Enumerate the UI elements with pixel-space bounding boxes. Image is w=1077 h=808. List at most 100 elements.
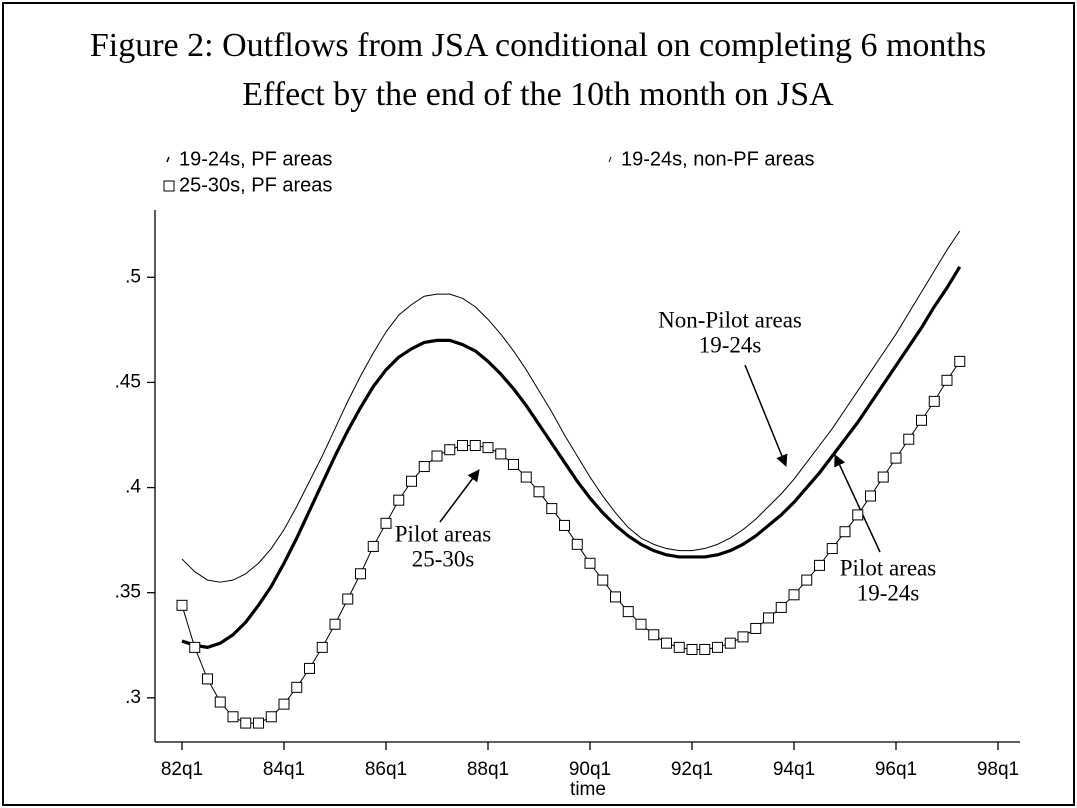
point-marker — [801, 574, 813, 586]
point-marker — [291, 681, 303, 693]
x-tick-label: 84q1 — [263, 759, 305, 780]
point-marker — [304, 662, 315, 674]
point-marker — [941, 374, 953, 386]
x-axis-label: time — [570, 779, 606, 800]
x-tick-label: 96q1 — [875, 759, 917, 780]
point-marker — [367, 540, 379, 552]
point-marker — [928, 395, 940, 407]
point-marker — [355, 568, 366, 580]
point-marker — [724, 637, 736, 649]
x-tick-label: 98q1 — [977, 759, 1019, 780]
point-marker — [469, 440, 481, 452]
point-marker — [214, 696, 226, 708]
point-marker — [814, 559, 825, 571]
x-tick-label: 90q1 — [569, 759, 611, 780]
point-marker — [610, 591, 621, 603]
point-marker — [571, 538, 583, 550]
legend-label: 19-24s, non-PF areas — [621, 148, 814, 170]
point-marker — [597, 574, 609, 586]
series-line — [181, 230, 961, 583]
point-marker — [686, 643, 698, 655]
annotation: Non-Pilot areas — [658, 307, 802, 332]
point-marker — [533, 486, 545, 498]
point-marker — [877, 471, 889, 483]
point-marker — [176, 599, 188, 611]
point-marker — [890, 452, 902, 464]
point-marker — [546, 503, 558, 515]
chart-subtitle: Effect by the end of the 10th month on J… — [242, 76, 834, 113]
point-marker — [661, 637, 672, 649]
annotation: 19-24s — [857, 580, 920, 605]
point-marker — [202, 673, 213, 685]
point-marker — [788, 589, 800, 601]
point-marker — [444, 444, 456, 456]
point-marker — [775, 601, 787, 613]
point-marker — [380, 517, 392, 529]
point-marker — [763, 612, 774, 624]
x-tick-label: 88q1 — [467, 759, 509, 780]
point-marker — [329, 618, 341, 630]
point-marker — [750, 622, 762, 634]
point-marker — [240, 717, 252, 729]
series-line — [181, 361, 961, 724]
point-marker — [559, 519, 570, 531]
legend-marker — [166, 156, 170, 163]
point-marker — [839, 526, 851, 538]
y-tick-label: .35 — [115, 582, 141, 603]
point-marker — [227, 711, 239, 723]
point-marker — [584, 557, 596, 569]
point-marker — [520, 471, 532, 483]
point-marker — [253, 717, 264, 729]
point-marker — [903, 433, 915, 445]
point-marker — [635, 618, 647, 630]
series-line — [181, 265, 962, 649]
legend-marker — [608, 156, 612, 163]
point-marker — [495, 448, 507, 460]
point-marker — [673, 641, 685, 653]
point-marker — [852, 509, 864, 521]
point-marker — [406, 475, 417, 487]
point-marker — [826, 543, 838, 555]
point-marker — [916, 414, 927, 426]
point-marker — [431, 450, 443, 462]
point-marker — [699, 643, 711, 655]
annotation-arrow — [439, 469, 480, 523]
point-marker — [865, 490, 876, 502]
x-tick-label: 94q1 — [773, 759, 815, 780]
annotation: Pilot areas — [395, 521, 491, 546]
x-tick-label: 82q1 — [161, 759, 203, 780]
y-tick-label: .45 — [115, 371, 141, 392]
y-tick-label: .5 — [125, 266, 141, 287]
x-tick-label: 86q1 — [365, 759, 407, 780]
y-tick-label: .3 — [125, 687, 141, 708]
point-marker — [508, 458, 519, 470]
legend-label: 19-24s, PF areas — [179, 148, 332, 170]
point-marker — [342, 593, 354, 605]
point-marker — [418, 461, 430, 473]
point-marker — [648, 629, 660, 641]
point-marker — [622, 606, 634, 618]
annotation-arrow — [834, 454, 881, 553]
y-tick-label: .4 — [125, 477, 141, 498]
annotation-arrow — [744, 364, 788, 467]
annotation: 19-24s — [699, 332, 762, 357]
chart-title: Figure 2: Outflows from JSA conditional … — [90, 27, 986, 64]
legend-label: 25-30s, PF areas — [179, 174, 332, 196]
point-marker — [954, 355, 966, 367]
point-marker — [393, 494, 405, 506]
point-marker — [265, 711, 277, 723]
point-marker — [737, 631, 749, 643]
point-marker — [712, 641, 723, 653]
annotation: 25-30s — [412, 546, 475, 571]
point-marker — [316, 641, 328, 653]
x-tick-label: 92q1 — [671, 759, 713, 780]
point-marker — [482, 442, 494, 454]
point-marker — [189, 641, 201, 653]
point-marker — [278, 698, 290, 710]
annotation: Pilot areas — [840, 555, 936, 580]
legend-marker — [163, 180, 175, 192]
point-marker — [457, 440, 468, 452]
